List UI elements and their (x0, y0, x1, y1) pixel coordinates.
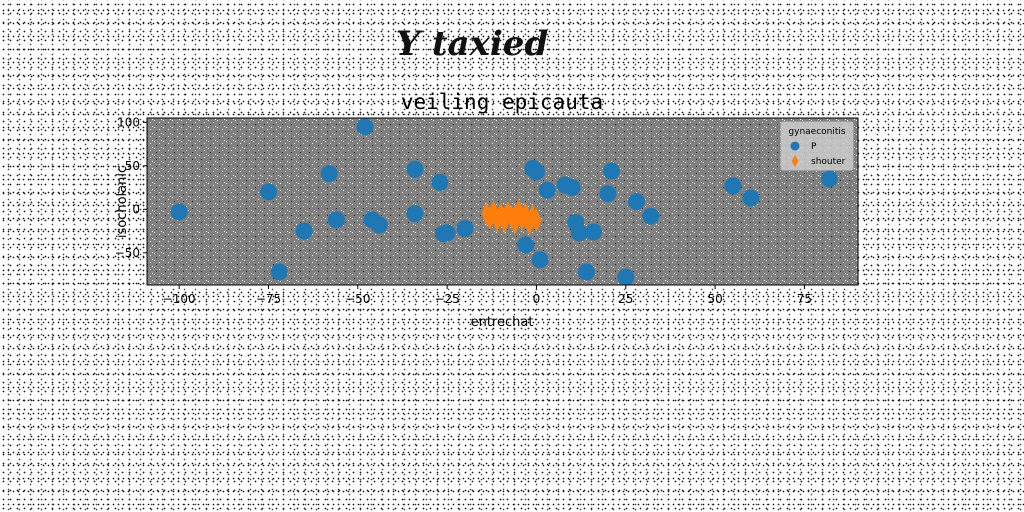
x-tick-label: −25 (434, 292, 459, 306)
legend-title: gynaeconitis (788, 127, 845, 137)
plot-noise (147, 118, 858, 285)
point-P-30 (642, 207, 660, 225)
chart-title: veiling epicauta (401, 90, 603, 114)
point-P-11 (431, 173, 449, 191)
point-P-10 (406, 205, 424, 223)
x-tick-label: −100 (163, 292, 196, 306)
y-tick-label: −50 (115, 246, 140, 260)
point-P-1 (259, 183, 277, 201)
y-tick-label: 0 (132, 202, 140, 216)
point-shouter-15 (520, 205, 531, 230)
point-P-13 (438, 224, 456, 242)
point-P-8 (370, 216, 388, 234)
point-P-28 (617, 268, 635, 286)
point-P-21 (563, 179, 581, 197)
point-P-2 (270, 263, 288, 281)
point-P-6 (356, 118, 374, 136)
point-P-32 (742, 189, 760, 207)
figure-suptitle: Y taxied (395, 24, 549, 64)
x-tick-label: 25 (618, 292, 633, 306)
point-P-3 (295, 222, 313, 240)
point-P-15 (517, 236, 535, 254)
point-P-24 (577, 263, 595, 281)
x-axis-label: entrechat (471, 315, 534, 330)
y-tick-label: 50 (125, 159, 140, 173)
point-shouter-17 (499, 206, 510, 231)
point-P-17 (527, 163, 545, 181)
point-P-29 (627, 193, 645, 210)
point-P-33 (820, 170, 838, 188)
point-P-18 (531, 251, 549, 269)
legend-marker-shouter (791, 155, 799, 167)
y-tick-label: 100 (117, 115, 140, 129)
point-P-14 (456, 219, 474, 237)
marks-layer (170, 118, 838, 286)
x-tick-label: −50 (345, 292, 370, 306)
plot-frame (146, 117, 859, 286)
legend-label-P: P (811, 142, 817, 152)
axes-layer: −100 −75 −50 −25 0 25 50 75 −50 0 50 100 (115, 115, 812, 306)
point-P-26 (599, 185, 617, 203)
legend-box (780, 121, 854, 171)
x-tick-label: −75 (256, 292, 281, 306)
point-P-19 (538, 181, 556, 199)
x-tick-label: 50 (707, 292, 722, 306)
point-P-5 (327, 211, 345, 229)
point-P-31 (724, 177, 742, 195)
point-P-25 (585, 223, 603, 241)
legend-marker-P (790, 141, 800, 151)
point-P-0 (170, 203, 188, 221)
point-shouter-14 (531, 208, 542, 233)
x-tick-label: 75 (797, 292, 812, 306)
x-tick-label: 0 (533, 292, 541, 306)
y-axis-label: isocholanic (115, 166, 130, 238)
point-P-27 (602, 162, 620, 180)
point-shouter-16 (510, 204, 521, 229)
point-P-9 (406, 160, 424, 178)
point-P-23 (570, 224, 588, 242)
point-P-4 (320, 165, 338, 183)
legend-label-shouter: shouter (811, 157, 846, 167)
